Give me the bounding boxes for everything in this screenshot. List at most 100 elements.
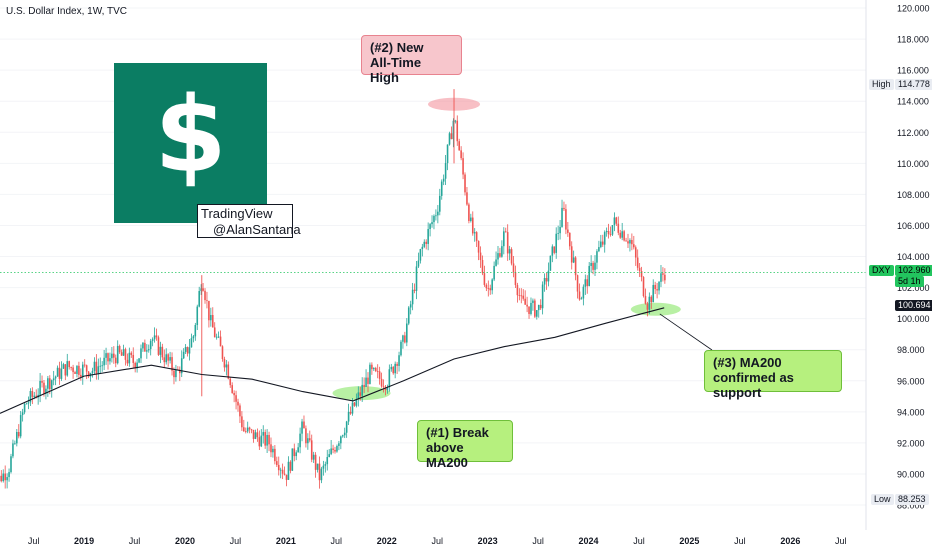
candle-body [87,371,90,377]
candle [340,435,342,450]
candle [219,330,222,347]
candle-body [613,217,616,226]
candle [109,352,111,365]
candle-body [386,387,389,391]
candle [301,418,303,442]
candle [631,233,633,251]
candle [615,216,618,227]
candle [111,346,113,363]
candle-body [113,353,115,358]
candle-body [307,438,309,444]
candle [398,351,400,372]
candle [167,353,169,367]
candle [307,433,309,450]
candle-body [221,346,224,359]
candlesticks [0,89,666,489]
candle-body [305,428,307,444]
candle-body [603,232,606,245]
candle [522,289,525,301]
candle-body [557,233,559,234]
candle-body [398,355,400,366]
candle-body [638,267,641,271]
candle-body [109,358,111,362]
candle-body [491,279,493,291]
candle-body [264,432,266,446]
ath-callout-line-1: (#2) New [370,40,424,55]
candle [427,222,429,251]
candle-body [270,444,272,453]
candle [97,358,100,380]
candle-body [120,352,123,356]
candle-body [652,284,655,303]
candle-body [508,249,511,254]
candle [332,444,334,454]
candle [93,357,96,375]
candle-body [528,306,530,314]
candle-body [235,395,237,402]
candle-body [516,285,519,296]
candle [588,262,590,287]
candle-body [262,432,265,436]
candle [45,385,47,400]
y-tick-label: 94.000 [897,407,925,417]
candle-body [62,364,65,369]
candle [557,225,559,241]
candle [58,361,61,385]
candle-body [442,178,445,182]
y-tick-label: 102.000 [897,283,930,293]
candle [8,468,10,482]
candle [466,187,468,206]
candle [543,273,546,292]
candle [262,425,265,444]
candle [153,327,156,343]
candle [400,339,402,357]
candle-body [2,473,5,482]
candle-body [254,432,257,439]
candle [338,440,340,451]
candle [299,427,301,454]
candle-body [268,434,270,445]
candle-body [43,382,45,394]
candle [373,367,375,371]
candle-body [530,302,532,314]
candle [91,367,94,378]
candle-body [320,468,323,481]
candle-body [190,338,193,348]
candle [516,282,519,303]
candle-body [310,440,313,460]
x-tick-label: 2021 [276,536,296,546]
symbol-tag: DXY [869,265,894,276]
candle [567,221,569,237]
candle [442,174,445,186]
candle-body [95,361,98,374]
candle [596,249,598,270]
candle-body [413,289,416,291]
candle-body [497,253,499,260]
candle-body [341,435,344,437]
candle [283,466,286,476]
candle [429,222,431,237]
candle-body [204,290,206,301]
candle-body [468,204,470,221]
candle [320,466,323,484]
candle-body [103,357,105,366]
candle-body [545,277,548,282]
candle-body [363,384,365,387]
candle [541,281,544,315]
candle-body [322,465,325,469]
candle-body [101,365,103,367]
candle [297,443,299,453]
candle-body [662,273,664,275]
candle [640,266,643,282]
candle-body [567,229,569,233]
candle-body [70,367,72,368]
candle [322,460,325,476]
candle [421,243,424,257]
candle [16,428,18,447]
dollar-logo: $ [114,63,267,223]
candle [497,246,499,265]
candle [479,246,482,268]
candle [70,366,72,371]
countdown-tag: 5d 1h [895,276,924,287]
candle [407,306,410,326]
